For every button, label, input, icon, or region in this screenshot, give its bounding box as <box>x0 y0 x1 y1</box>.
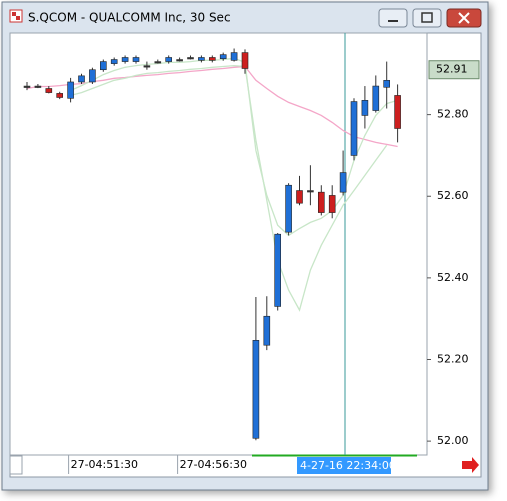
candle-body <box>110 59 118 64</box>
y-tick-label: 52.60 <box>437 189 469 202</box>
candle-body <box>154 61 162 64</box>
candle-body <box>132 57 140 62</box>
candle-body <box>317 191 325 213</box>
candle-body <box>383 80 391 88</box>
candle-body <box>165 57 172 62</box>
candle-body <box>296 190 303 204</box>
crosshair-label-box <box>297 457 391 474</box>
candle-body <box>263 315 271 346</box>
y-tick-label: 52.40 <box>437 271 469 284</box>
candle-body <box>67 81 74 99</box>
restore-icon <box>421 12 433 23</box>
candle-body <box>100 61 107 71</box>
candle-body <box>241 52 249 69</box>
minimize-button[interactable] <box>378 8 408 28</box>
x-tick-label: 27-04:51:30 <box>71 458 138 471</box>
candle-body <box>121 57 129 62</box>
crosshair-label: 4-27-16 22:34:00 <box>300 459 396 472</box>
window-title: S.QCOM - QUALCOMM Inc, 30 Sec <box>28 11 231 25</box>
candle-body <box>328 195 336 213</box>
last-price-label: 52.91 <box>436 63 468 76</box>
candle-body <box>307 190 314 193</box>
plot-area <box>9 32 428 456</box>
candle-body <box>78 75 85 83</box>
candle-body <box>339 172 347 193</box>
candle-body <box>219 54 227 60</box>
candle-body <box>45 88 53 93</box>
scroll-box[interactable] <box>9 455 23 475</box>
scroll-right-arrow[interactable] <box>462 457 479 473</box>
candle-body <box>394 95 401 129</box>
last-price-box <box>428 60 480 80</box>
candle-body <box>350 101 358 156</box>
close-icon <box>458 12 470 24</box>
candle-body <box>372 85 380 111</box>
candle-body <box>230 52 238 61</box>
candle-body <box>285 184 292 233</box>
y-tick-label: 52.20 <box>437 352 469 365</box>
candle-body <box>56 93 64 98</box>
y-tick-label: 52.00 <box>437 434 469 447</box>
candle-body <box>252 340 260 439</box>
candle-body <box>89 69 96 83</box>
restore-button[interactable] <box>412 8 442 28</box>
candle-body <box>143 65 151 68</box>
candle-body <box>187 57 194 60</box>
candle-body <box>176 59 183 62</box>
candle-body <box>274 233 282 307</box>
y-tick-label: 52.80 <box>437 108 469 121</box>
x-tick-label: 27-04:56:30 <box>180 458 247 471</box>
candle-body <box>198 57 205 61</box>
candle-body <box>361 100 369 116</box>
candle-body <box>34 85 42 88</box>
candle-body <box>23 85 31 88</box>
candle-body <box>209 57 216 61</box>
app-icon-dot <box>12 12 16 16</box>
app-icon-dot <box>16 16 20 20</box>
moving-average-line <box>70 64 388 312</box>
